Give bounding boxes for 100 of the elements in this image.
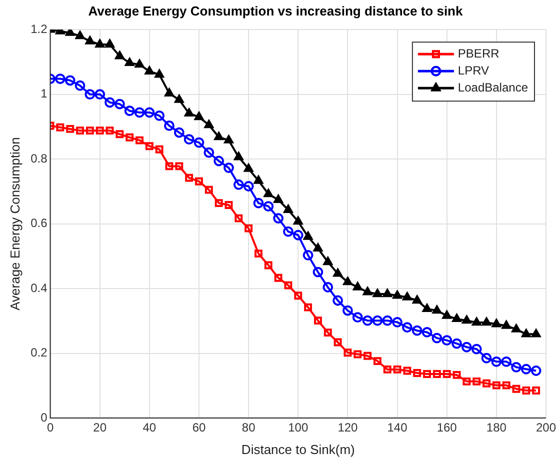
- point: [372, 288, 382, 298]
- x-tick-label: 200: [536, 420, 556, 435]
- x-tick-label: 180: [486, 420, 507, 435]
- point: [164, 120, 174, 131]
- point: [532, 386, 540, 394]
- point: [144, 107, 155, 118]
- point: [403, 366, 412, 375]
- y-tick-label: 0.6: [30, 216, 48, 230]
- point: [461, 342, 472, 352]
- point: [264, 188, 274, 198]
- point: [512, 324, 521, 332]
- y-axis-title: Average Energy Consumption: [7, 137, 22, 310]
- point: [254, 176, 264, 184]
- point: [472, 317, 482, 326]
- legend-label: LPRV: [458, 63, 490, 78]
- point: [175, 162, 184, 170]
- point: [234, 152, 244, 160]
- point: [74, 80, 86, 91]
- legend-label: LoadBalance: [458, 80, 528, 94]
- point: [85, 36, 95, 44]
- point: [423, 370, 431, 378]
- point: [274, 274, 282, 282]
- point: [422, 327, 432, 338]
- point: [452, 370, 461, 379]
- x-tick-label: 140: [387, 420, 408, 435]
- point: [323, 256, 333, 266]
- point: [56, 123, 64, 132]
- x-axis-title: Distance to Sink(m): [241, 442, 355, 457]
- point: [294, 292, 302, 300]
- point: [324, 328, 332, 337]
- point: [531, 328, 541, 338]
- point: [116, 130, 124, 138]
- point: [462, 315, 472, 324]
- point: [174, 94, 184, 103]
- point: [204, 186, 213, 194]
- point: [482, 317, 492, 326]
- point: [224, 135, 234, 144]
- point: [204, 120, 214, 128]
- y-tick-label: 0.4: [30, 280, 48, 295]
- point: [382, 288, 392, 298]
- point: [194, 137, 204, 148]
- point: [126, 133, 134, 142]
- point: [354, 350, 362, 358]
- y-tick-label: 1.2: [30, 22, 48, 36]
- point: [75, 30, 85, 40]
- point: [124, 106, 135, 116]
- point: [214, 156, 224, 166]
- point: [254, 250, 262, 258]
- point: [491, 356, 502, 367]
- y-tick-label: 1: [40, 86, 48, 101]
- point: [322, 282, 334, 292]
- point: [134, 59, 144, 68]
- legend-label: PBERR: [458, 46, 500, 60]
- point: [472, 377, 481, 386]
- point: [165, 162, 174, 170]
- point: [452, 314, 462, 322]
- point: [263, 201, 274, 212]
- point: [442, 310, 452, 319]
- point: [66, 124, 74, 133]
- point: [184, 134, 194, 145]
- y-tick-label: 0.8: [30, 151, 48, 166]
- point: [244, 164, 254, 172]
- point: [502, 320, 511, 329]
- point: [373, 357, 382, 366]
- point: [243, 181, 254, 192]
- point: [383, 365, 392, 374]
- point: [124, 58, 134, 66]
- point: [442, 370, 451, 378]
- point: [294, 216, 303, 225]
- point: [522, 386, 530, 394]
- point: [342, 305, 353, 316]
- point: [452, 338, 462, 349]
- point: [412, 295, 422, 304]
- point: [76, 126, 84, 135]
- point: [382, 315, 393, 326]
- point: [333, 268, 342, 277]
- point: [253, 198, 264, 208]
- point: [432, 370, 441, 378]
- point: [154, 110, 165, 121]
- point: [312, 266, 324, 278]
- point: [214, 132, 224, 140]
- point: [364, 352, 372, 360]
- point: [273, 213, 284, 224]
- point: [145, 142, 154, 150]
- point: [194, 112, 204, 120]
- point: [314, 316, 322, 325]
- point: [94, 89, 106, 100]
- point: [274, 194, 283, 203]
- x-tick-label: 80: [242, 420, 256, 435]
- point: [334, 338, 342, 346]
- point: [114, 98, 125, 110]
- point: [313, 243, 323, 252]
- point: [244, 224, 253, 232]
- point: [224, 162, 234, 174]
- point: [185, 174, 194, 182]
- point: [520, 364, 532, 374]
- point: [343, 276, 352, 286]
- chart-title: Average Energy Consumption vs increasing distance to sink: [88, 3, 464, 18]
- point: [115, 50, 124, 60]
- point: [86, 126, 94, 135]
